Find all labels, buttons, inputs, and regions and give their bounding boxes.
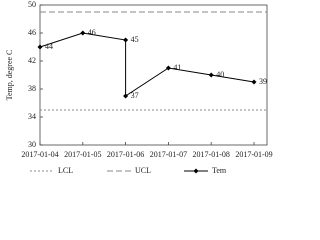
data-label: 41 [173, 63, 181, 72]
y-tick-label: 30 [28, 140, 36, 149]
data-label: 46 [88, 28, 96, 37]
data-line [39, 32, 255, 97]
x-tick-label: 2017-01-04 [21, 150, 58, 159]
data-label: 37 [131, 91, 139, 100]
x-tick-label: 2017-01-09 [235, 150, 272, 159]
y-axis-label: Temp, degree C [5, 50, 14, 101]
y-tick-label: 34 [28, 112, 36, 121]
x-tick-label: 2017-01-07 [150, 150, 187, 159]
plot-frame [39, 4, 268, 146]
y-tick-label: 50 [28, 0, 36, 9]
y-tick-label: 46 [28, 28, 36, 37]
chart: Temp, degree C 30 34 38 42 46 50 2017-01-04 201… [5, 0, 273, 175]
legend-label: Tem [212, 166, 227, 175]
data-point [123, 93, 129, 99]
data-point [80, 30, 86, 36]
y-tick-label: 38 [28, 84, 36, 93]
data-label: 45 [131, 35, 139, 44]
y-tick-label: 42 [28, 56, 36, 65]
data-point [165, 65, 171, 71]
legend-label: LCL [58, 166, 73, 175]
data-point [251, 79, 257, 85]
data-point [208, 72, 214, 78]
x-tick-label: 2017-01-06 [107, 150, 144, 159]
legend-marker [193, 168, 199, 174]
data-label: 40 [216, 70, 224, 79]
legend-label: UCL [135, 166, 151, 175]
data-point [123, 37, 129, 43]
x-tick-label: 2017-01-08 [193, 150, 230, 159]
data-label: 44 [45, 42, 53, 51]
data-label: 39 [259, 77, 267, 86]
data-point [37, 44, 43, 50]
x-tick-label: 2017-01-05 [64, 150, 101, 159]
